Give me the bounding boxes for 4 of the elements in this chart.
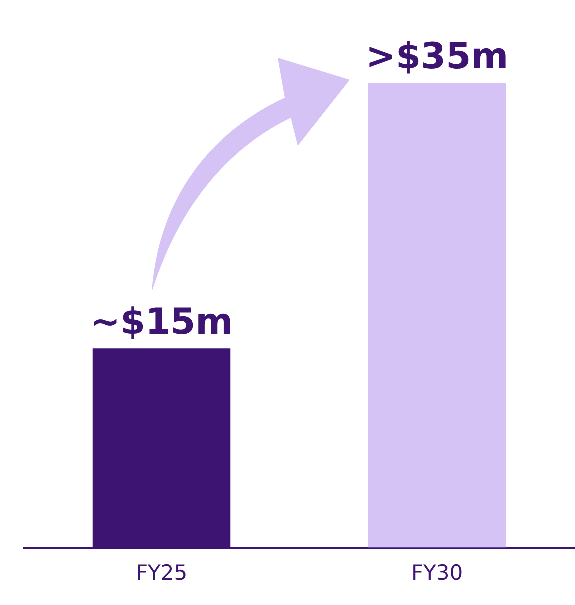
x-tick-label: FY30 bbox=[411, 560, 464, 585]
data-label: ~$15m bbox=[90, 302, 234, 343]
data-label: >$35m bbox=[366, 36, 509, 78]
x-tick-label: FY25 bbox=[136, 560, 188, 585]
